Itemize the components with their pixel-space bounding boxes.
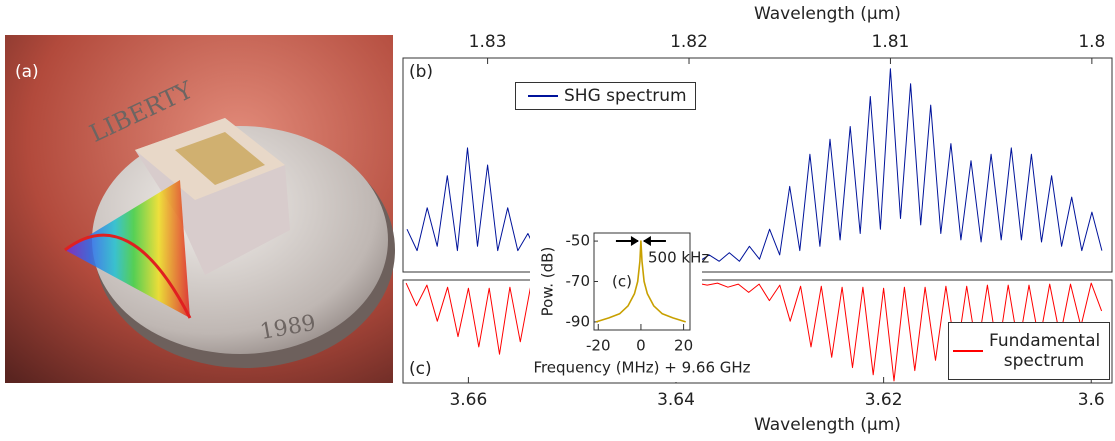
photo: LIBERTY 1989 (a) bbox=[5, 35, 395, 383]
panel-label: (c) bbox=[409, 359, 432, 379]
x-axis-label: Frequency (MHz) + 9.66 GHz bbox=[533, 359, 750, 377]
y-tick-label: -90 bbox=[566, 312, 591, 330]
legend: SHG spectrum bbox=[515, 82, 696, 110]
x-tick-label: 0 bbox=[636, 337, 646, 355]
plot-frame bbox=[403, 58, 1112, 272]
y-axis-label: Pow. (dB) bbox=[539, 247, 557, 317]
spectrum-line bbox=[407, 69, 1102, 262]
legend: Fundamental spectrum bbox=[948, 322, 1110, 380]
panel-label: (c) bbox=[612, 273, 632, 291]
annotation: 500 kHz bbox=[648, 249, 709, 267]
x-tick-label: 1.83 bbox=[469, 32, 507, 52]
legend-swatch bbox=[528, 95, 558, 97]
legend-label: SHG spectrum bbox=[564, 86, 687, 106]
legend-swatch bbox=[953, 350, 983, 352]
panel-label: (b) bbox=[409, 62, 433, 82]
x-tick-label: 3.66 bbox=[449, 390, 487, 410]
x-tick-label: 1.8 bbox=[1078, 32, 1105, 52]
x-axis-label: Wavelength (μm) bbox=[754, 4, 901, 24]
figure: LIBERTY 1989 (a) 1.83 1.82 1.81 1.8 Waveleng… bbox=[0, 0, 1115, 441]
x-tick-label: 3.62 bbox=[865, 390, 903, 410]
legend-label: Fundamental spectrum bbox=[989, 331, 1099, 371]
x-tick-label: 1.81 bbox=[872, 32, 910, 52]
x-tick-label: -20 bbox=[586, 337, 611, 355]
x-tick-label: 3.64 bbox=[657, 390, 695, 410]
y-tick-label: -50 bbox=[566, 232, 591, 250]
x-tick-label: 1.82 bbox=[670, 32, 708, 52]
x-axis-label: Wavelength (μm) bbox=[754, 415, 901, 435]
x-tick-label: 3.6 bbox=[1078, 390, 1105, 410]
panel-label: (a) bbox=[15, 62, 39, 82]
y-tick-label: -70 bbox=[566, 272, 591, 290]
x-tick-label: 20 bbox=[674, 337, 693, 355]
